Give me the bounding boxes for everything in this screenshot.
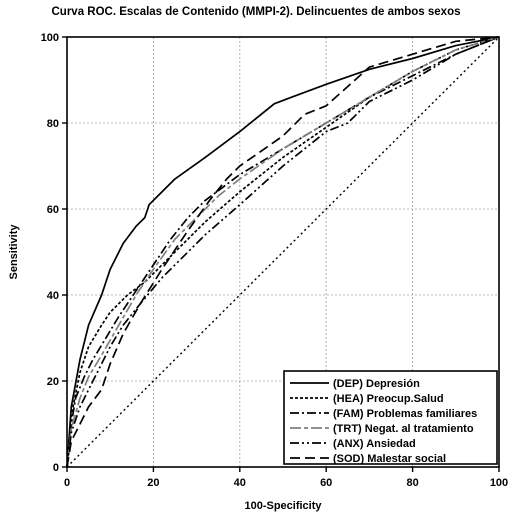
legend: (DEP) Depresión (HEA) Preocup.Salud (FAM) … bbox=[283, 370, 498, 465]
reference-diagonal bbox=[66, 36, 500, 468]
legend-box bbox=[283, 370, 498, 465]
legend-label: (ANX) Ansiedad bbox=[333, 438, 416, 450]
x-tick-label: 60 bbox=[320, 477, 332, 489]
legend-label: (FAM) Problemas familiares bbox=[333, 408, 477, 420]
x-tick-label: 100 bbox=[490, 477, 508, 489]
y-axis-title: Sensitivity bbox=[8, 224, 20, 280]
legend-label: (SOD) Malestar social bbox=[333, 453, 446, 465]
x-axis-title: 100-Specificity bbox=[244, 500, 322, 512]
plot-frame bbox=[66, 36, 500, 468]
y-tick-label: 100 bbox=[41, 32, 59, 44]
legend-label: (TRT) Negat. al tratamiento bbox=[333, 423, 474, 435]
series-line-4 bbox=[66, 36, 500, 468]
series-line-3 bbox=[66, 36, 500, 468]
roc-curves bbox=[66, 36, 500, 468]
y-tick-label: 60 bbox=[47, 204, 59, 216]
y-axis-ticks: 0 20 40 60 80 100 bbox=[41, 32, 67, 474]
legend-label: (HEA) Preocup.Salud bbox=[333, 393, 444, 405]
legend-label: (DEP) Depresión bbox=[333, 378, 420, 390]
series-line-5 bbox=[66, 36, 500, 468]
series-line-0 bbox=[66, 36, 500, 468]
x-tick-label: 0 bbox=[64, 477, 70, 489]
x-axis-ticks: 0 20 40 60 80 100 bbox=[64, 467, 508, 489]
y-tick-label: 0 bbox=[53, 462, 59, 474]
x-tick-label: 20 bbox=[147, 477, 159, 489]
x-tick-label: 80 bbox=[406, 477, 418, 489]
x-tick-label: 40 bbox=[234, 477, 246, 489]
y-tick-label: 40 bbox=[47, 290, 59, 302]
chart-title: Curva ROC. Escalas de Contenido (MMPI-2)… bbox=[52, 6, 461, 18]
y-tick-label: 20 bbox=[47, 376, 59, 388]
y-tick-label: 80 bbox=[47, 118, 59, 130]
